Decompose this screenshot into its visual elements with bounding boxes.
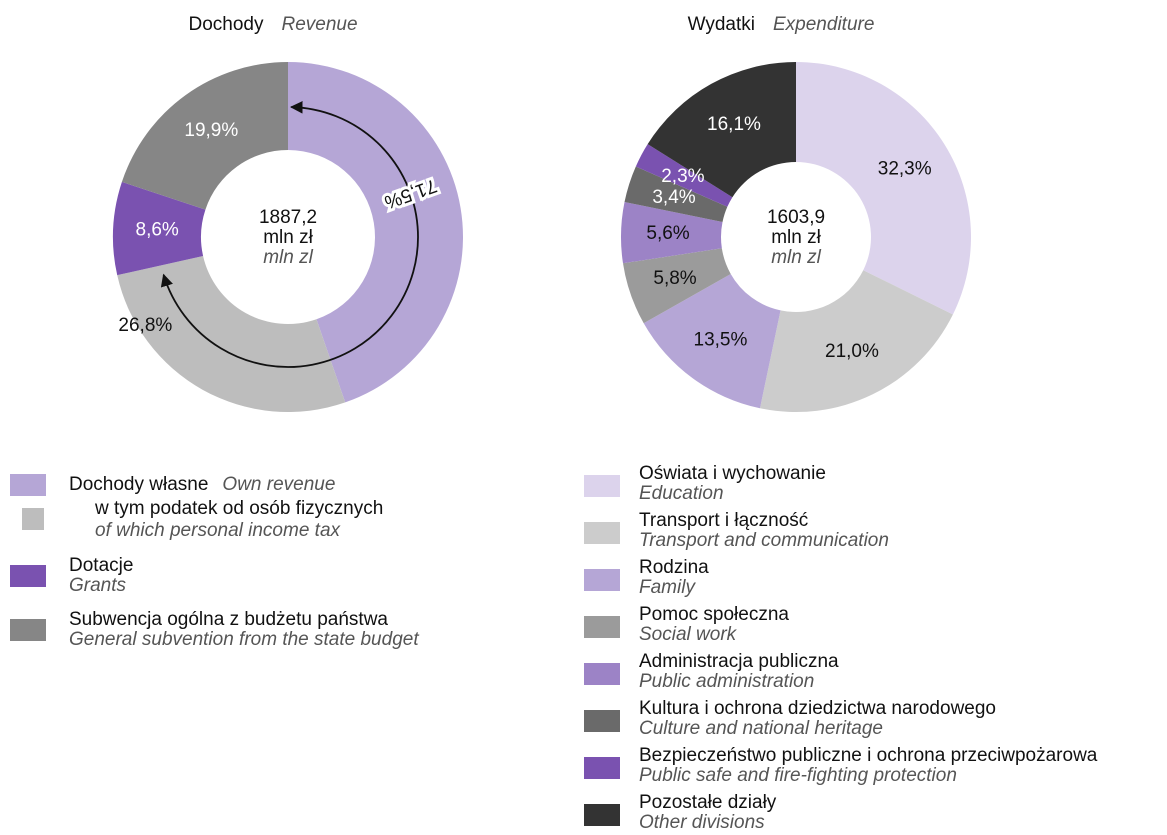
value-label: 32,3% [878,158,932,179]
donut-segment [288,62,464,403]
legend-label-en: Social work [639,624,738,645]
legend-label: Subwencja ogólna z budżetu państwa [69,609,388,630]
legend-label-en: Culture and national heritage [639,718,883,739]
legend-swatch [10,474,46,496]
donut-segment [796,62,971,315]
donut-segment [621,202,723,264]
legend-label: w tym podatek od osób fizycznych [94,498,383,519]
donut-segment [643,273,781,409]
center-unit-en: mln zl [263,247,313,268]
value-label: 5,6% [646,223,689,244]
legend-label: Rodzina [639,557,709,578]
legend-swatch [584,757,620,779]
legend-label: Dotacje [69,555,133,576]
title: Dochody [188,14,263,35]
value-label: 19,9% [184,120,238,141]
donut-segment [622,248,731,324]
legend-label: Oświata i wychowanie [639,463,826,484]
legend-label-pl: Dochody własne [69,474,208,495]
chart-title: Wydatki Expenditure [688,14,875,35]
legend-label-en: Transport and communication [639,530,889,551]
legend-swatch [584,616,620,638]
legend-label: Pomoc społeczna [639,604,789,625]
legend-label-en: General subvention from the state budget [69,629,419,650]
legend-swatch [584,475,620,497]
center-total: 1603,9 [767,207,825,228]
value-label: 16,1% [707,114,761,135]
donut-segment [624,166,728,223]
legend-swatch [584,663,620,685]
legend-label-en: Public safe and fire-fighting protection [639,765,957,786]
center-unit-en: mln zl [771,247,821,268]
center-unit: mln zł [263,227,313,248]
legend-label-en: Other divisions [639,812,765,833]
value-label: 26,8% [118,315,172,336]
donut-segment [759,270,953,412]
legend-label-en: Grants [69,575,127,596]
legend-label-en: Own revenue [222,474,335,495]
value-label: 5,8% [653,268,696,289]
legend-swatch [22,508,44,530]
title: Wydatki [688,14,755,35]
legend-swatch [10,619,46,641]
legend-label: Pozostałe działy [639,792,777,813]
legend-swatch [584,569,620,591]
legend-label-en: Family [639,577,696,598]
legend-swatch [584,804,620,826]
subtitle: Expenditure [773,14,874,35]
value-label: 8,6% [136,219,179,240]
center-unit: mln zł [771,227,821,248]
legend-label: Transport i łączność [639,510,808,531]
legend-swatch [10,565,46,587]
legend-label: Kultura i ochrona dziedzictwa narodowego [639,698,996,719]
chart-title: Dochody Revenue [188,14,357,35]
legend-label: Administracja publiczna [639,651,839,672]
donut-segment [647,62,796,198]
center-total: 1887,2 [259,207,317,228]
donut-segment [635,144,733,207]
legend-label-en: Education [639,483,724,504]
value-label: 21,0% [825,341,879,362]
legend-label-en: of which personal income tax [95,520,342,541]
legend-swatch [584,522,620,544]
annotation-arrow [160,101,419,368]
value-label: 2,3% [661,166,704,187]
value-label: 3,4% [652,187,695,208]
legend-label-en: Public administration [639,671,814,692]
legend-label: Bezpieczeństwo publiczne i ochrona przec… [639,745,1098,766]
legend-swatch [584,710,620,732]
legend-label: Dochody własne Own revenue [69,474,335,495]
value-label: 13,5% [694,329,748,350]
subtitle: Revenue [281,14,357,35]
donut-segment [117,255,346,412]
